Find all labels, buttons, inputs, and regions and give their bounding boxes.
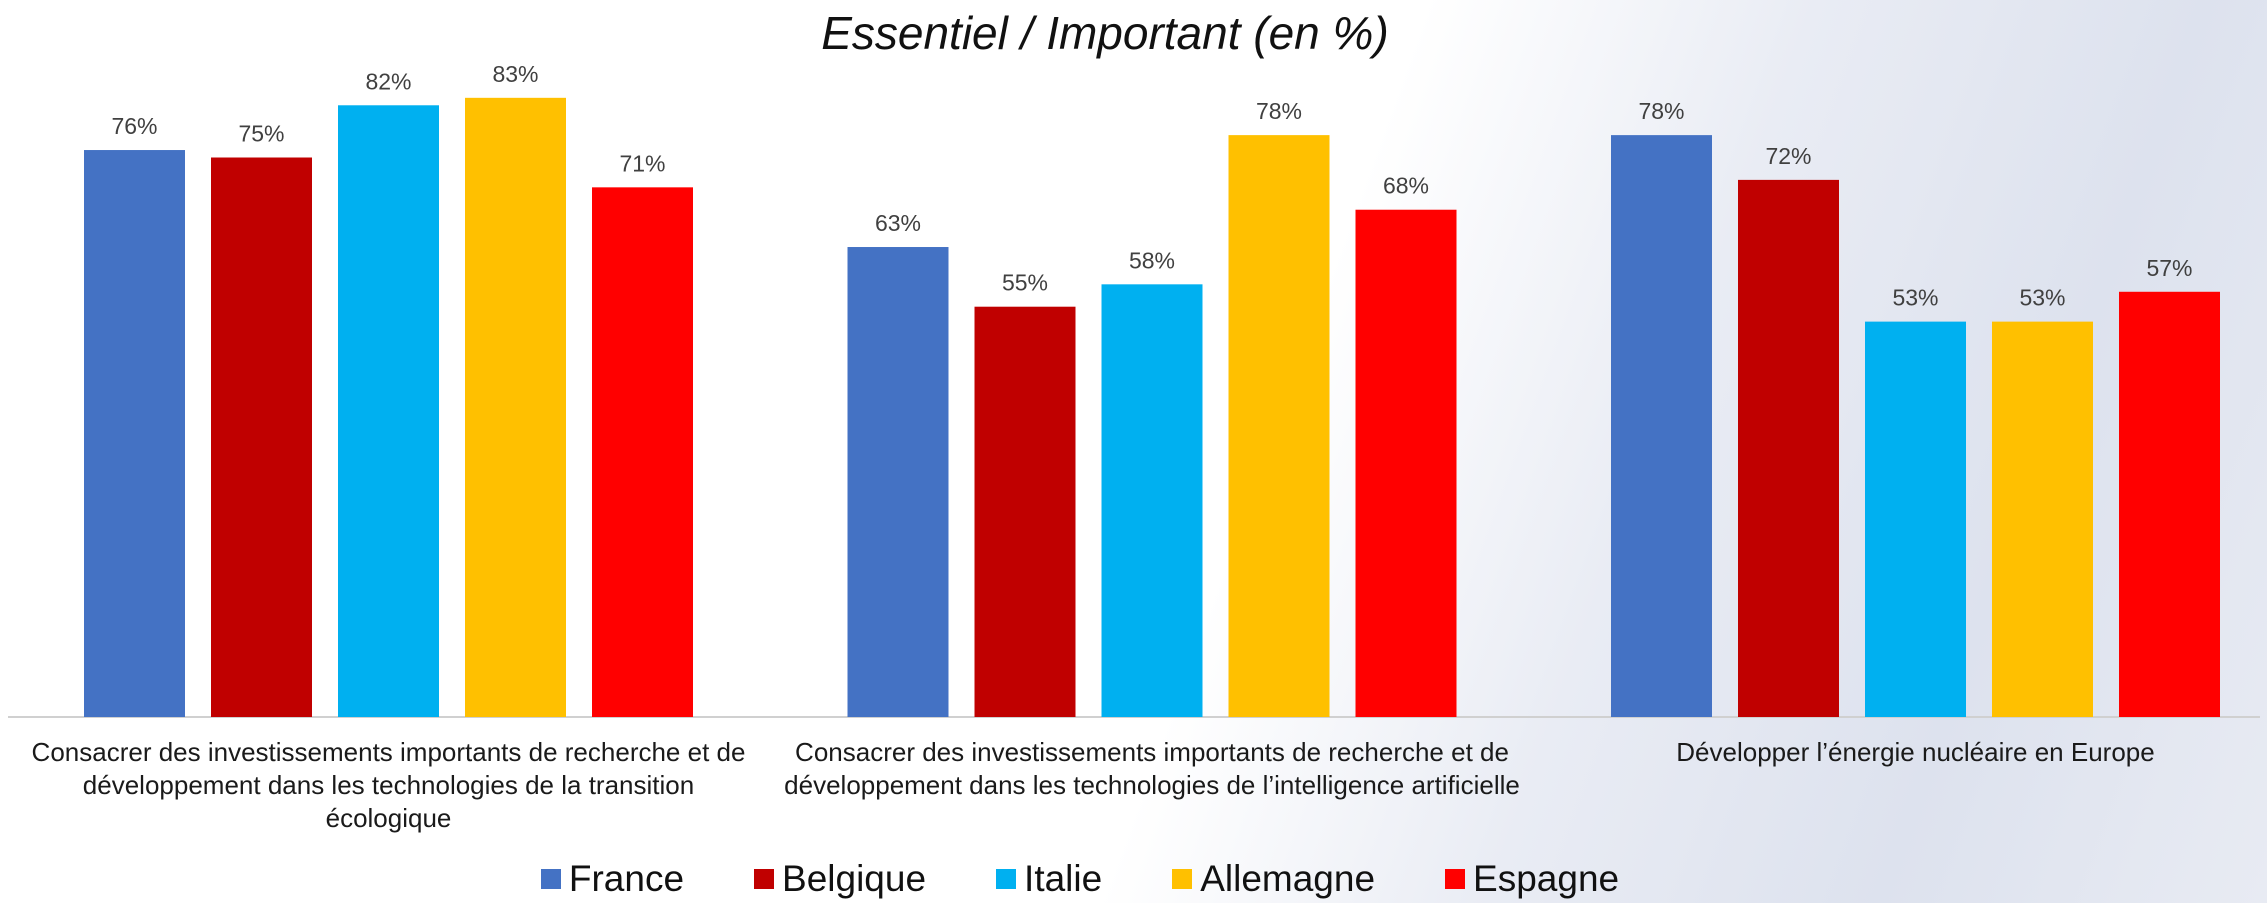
bar xyxy=(1865,322,1966,717)
chart-title: Essentiel / Important (en %) xyxy=(0,6,2210,60)
bar xyxy=(84,150,185,717)
data-label: 82% xyxy=(365,68,411,94)
legend-item: Belgique xyxy=(754,858,926,900)
data-label: 63% xyxy=(875,210,921,236)
bar xyxy=(975,307,1076,717)
data-label: 57% xyxy=(2146,255,2192,281)
bar xyxy=(1992,322,2093,717)
bar xyxy=(465,98,566,717)
legend-item: Italie xyxy=(996,858,1102,900)
data-label: 78% xyxy=(1256,98,1302,124)
chart: 76% 75% 82% 83% 71% 63% 55% 58% 78% 68% 78% 72% 53% 5… xyxy=(0,0,2267,903)
data-label: 76% xyxy=(111,113,157,139)
bar xyxy=(1738,180,1839,717)
data-label: 75% xyxy=(238,121,284,147)
bar xyxy=(848,247,949,717)
bar xyxy=(592,187,693,717)
legend-item: France xyxy=(541,858,684,900)
legend-swatch xyxy=(1172,869,1192,889)
bar xyxy=(1611,135,1712,717)
bar xyxy=(1229,135,1330,717)
x-tick-label: Consacrer des investissements importants… xyxy=(19,736,759,835)
data-label: 53% xyxy=(1892,285,1938,311)
data-label: 78% xyxy=(1638,98,1684,124)
legend-label: Allemagne xyxy=(1200,858,1375,900)
bar xyxy=(1356,210,1457,717)
legend-label: Belgique xyxy=(782,858,926,900)
legend-swatch xyxy=(1445,869,1465,889)
legend-label: Espagne xyxy=(1473,858,1619,900)
x-tick-label: Développer l’énergie nucléaire en Europe xyxy=(1546,736,2267,769)
data-label: 71% xyxy=(619,150,665,176)
legend-item: Allemagne xyxy=(1172,858,1375,900)
bar xyxy=(2119,292,2220,717)
x-tick-label: Consacrer des investissements importants… xyxy=(782,736,1522,802)
legend-swatch xyxy=(754,869,774,889)
data-label: 55% xyxy=(1002,270,1048,296)
legend-label: France xyxy=(569,858,684,900)
legend-swatch xyxy=(996,869,1016,889)
data-label: 53% xyxy=(2019,285,2065,311)
data-label: 68% xyxy=(1383,173,1429,199)
bar xyxy=(1102,284,1203,717)
bar xyxy=(211,158,312,718)
legend-item: Espagne xyxy=(1445,858,1619,900)
legend-label: Italie xyxy=(1024,858,1102,900)
bar xyxy=(338,105,439,717)
data-label: 83% xyxy=(492,61,538,87)
legend-swatch xyxy=(541,869,561,889)
data-label: 58% xyxy=(1129,247,1175,273)
data-label: 72% xyxy=(1765,143,1811,169)
legend: France Belgique Italie Allemagne Espagne xyxy=(0,858,2160,900)
